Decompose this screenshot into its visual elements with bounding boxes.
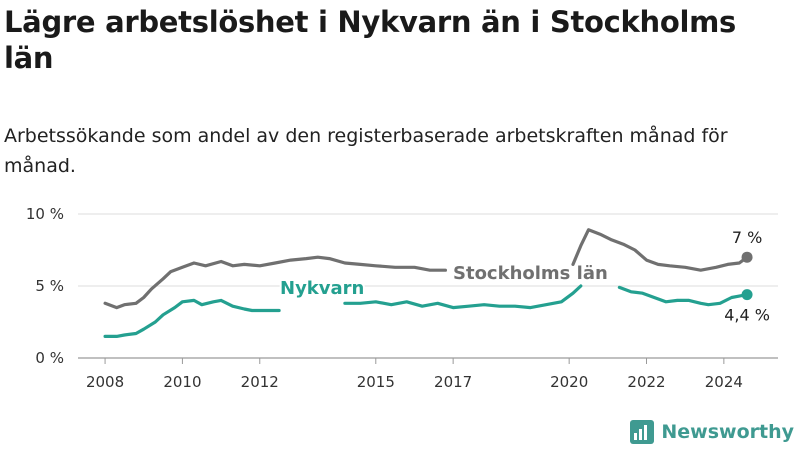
x-tick-label: 2010 <box>163 373 201 391</box>
x-tick-label: 2008 <box>86 373 124 391</box>
brand-logo: Newsworthy <box>629 419 794 445</box>
brand-name: Newsworthy <box>661 421 794 443</box>
y-tick-label: 5 % <box>35 277 64 295</box>
series-label-stockholm: Stockholms län <box>453 263 608 284</box>
bar-chart-icon <box>630 420 655 444</box>
series-line-nykvarn <box>103 298 281 338</box>
end-point-nykvarn <box>741 289 753 301</box>
series-label-nykvarn: Nykvarn <box>280 278 364 299</box>
y-tick-label: 10 % <box>26 205 64 223</box>
end-label-nykvarn: 4,4 % <box>724 306 770 325</box>
x-tick-label: 2012 <box>241 373 279 391</box>
x-tick-label: 2024 <box>705 373 743 391</box>
series-line-nykvarn <box>617 285 749 307</box>
chart-title: Lägre arbetslöshet i Nykvarn än i Stockh… <box>4 5 736 75</box>
series-line-stockholm <box>571 228 749 272</box>
x-tick-label: 2020 <box>550 373 588 391</box>
x-tick-label: 2022 <box>627 373 665 391</box>
chart-subtitle: Arbetssökande som andel av den registerb… <box>4 125 728 177</box>
series-line-stockholm <box>103 255 447 310</box>
end-label-stockholm: 7 % <box>732 228 762 247</box>
end-point-stockholm <box>741 251 753 263</box>
series-line-nykvarn <box>343 284 583 310</box>
x-tick-label: 2017 <box>434 373 472 391</box>
x-tick-label: 2015 <box>357 373 395 391</box>
y-tick-label: 0 % <box>35 349 64 367</box>
